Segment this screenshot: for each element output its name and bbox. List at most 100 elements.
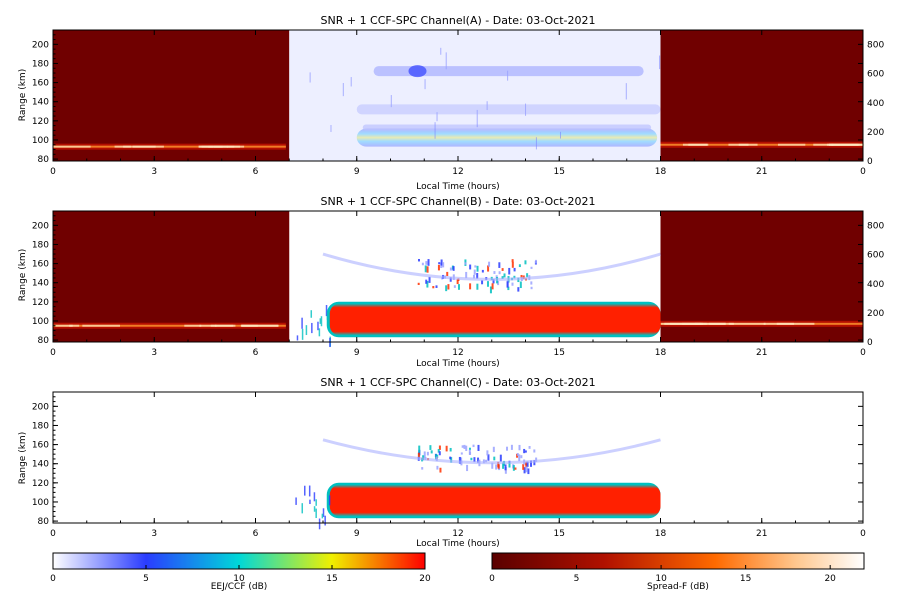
onset-clutter (311, 322, 313, 334)
echo-streak (525, 103, 527, 116)
plasma-patch-cell (425, 261, 428, 265)
echo-streak (424, 79, 426, 90)
colorbar-spread-f-label: Spread-F (dB) (647, 582, 709, 592)
diffuse-echo (289, 30, 661, 161)
plasma-patch-cell (472, 444, 475, 448)
plasma-patch-cell (460, 457, 463, 463)
plasma-patch-cell (533, 449, 536, 453)
night-echo-streak (738, 143, 758, 146)
x-tick-label: 15 (554, 529, 565, 539)
plasma-patch-cell (417, 258, 420, 262)
plasma-patch-cell (438, 451, 441, 456)
echo-streak (350, 77, 352, 87)
plasma-patch-cell (468, 447, 471, 450)
plasma-patch-cell (465, 271, 468, 279)
plasma-patch-cell (469, 283, 472, 290)
night-echo-streak (670, 322, 704, 325)
plasma-patch-cell (446, 271, 449, 277)
plasma-patch-cell (469, 264, 472, 270)
colorbar-tick-label: 10 (233, 574, 245, 584)
colorbar-tick-label: 20 (824, 574, 836, 584)
onset-clutter (310, 310, 313, 318)
plasma-patch-cell (427, 259, 430, 266)
plasma-patch-cell (449, 277, 452, 282)
plasma-patch-cell (491, 462, 494, 469)
echo-streak (535, 137, 537, 150)
plasma-patch-cell (511, 261, 514, 268)
plasma-patch-cell (525, 461, 528, 468)
onset-clutter (318, 328, 321, 337)
colorbar-tick-label: 15 (740, 574, 751, 584)
plasma-patch-cell (518, 454, 521, 462)
plasma-patch-cell (476, 273, 479, 279)
echo-streak (659, 55, 661, 70)
x-tick-label: 6 (253, 167, 259, 177)
plasma-patch-cell (491, 283, 494, 290)
y-tick-label: 80 (38, 155, 50, 165)
y-tick-label: 180 (32, 421, 49, 431)
colorbar-tick-label: 0 (489, 574, 495, 584)
night-echo-core (53, 145, 286, 148)
colorbar-tick-label: 5 (143, 574, 149, 584)
plasma-patch-cell (417, 282, 420, 286)
x-tick-label: 21 (756, 167, 767, 177)
plasma-patch-cell (424, 265, 427, 273)
night-echo-streak (776, 322, 815, 325)
onset-clutter (304, 485, 306, 496)
plasma-patch-cell (488, 261, 491, 267)
plasma-patch-cell (449, 456, 452, 460)
plasma-patch-cell (449, 267, 452, 271)
plasma-patch-cell (518, 444, 521, 451)
plasma-patch-cell (438, 262, 441, 265)
x-tick-label: 3 (151, 167, 157, 177)
plasma-patch-cell (492, 279, 495, 284)
night-echo-streak (763, 322, 795, 325)
plasma-patch-cell (418, 445, 421, 453)
upper-echo-band (373, 66, 644, 77)
echo-streak (434, 122, 436, 139)
onset-clutter (315, 499, 317, 506)
ylabel-channel-b: Range (km) (18, 249, 28, 301)
panel-channel-b: 0 3 6 9 12 15 18 21 0801001201401601802000200400… (32, 210, 884, 358)
plasma-patch-cell (499, 454, 502, 462)
echo-blob (408, 65, 427, 78)
plasma-patch-cell (437, 264, 440, 271)
plasma-patch-cell (463, 444, 466, 449)
x-tick-label: 0 (860, 167, 866, 177)
echo-arc (322, 438, 661, 465)
plasma-patch-cell (508, 462, 511, 468)
plasma-patch-cell (466, 464, 469, 472)
onset-clutter (325, 305, 328, 317)
y-tick-label: 100 (32, 317, 49, 327)
night-echo-streak (184, 324, 202, 327)
night-echo-streak (698, 322, 726, 325)
y-tick-label: 200 (32, 221, 49, 231)
plasma-patch-cell (426, 266, 429, 273)
plasma-patch-cell (432, 286, 435, 289)
onset-clutter (301, 317, 303, 329)
onset-clutter (305, 325, 308, 336)
x-tick-label: 0 (860, 529, 866, 539)
panel-channel-a: 0 3 6 9 12 15 18 21 0801001201401601802000200400… (32, 29, 884, 177)
echo-streak (559, 131, 561, 139)
onset-clutter (324, 515, 326, 526)
plasma-patch-cell (506, 281, 509, 288)
x-tick-label: 3 (151, 348, 157, 358)
x-tick-label: 12 (452, 348, 463, 358)
echo-streak (476, 109, 478, 128)
plasma-patch-cell (481, 280, 484, 285)
night-echo-streak (210, 324, 236, 327)
ylabel-channel-c: Range (km) (18, 432, 28, 484)
colorbar-tick-label: 10 (655, 574, 667, 584)
y-tick-label: 140 (32, 279, 49, 289)
echo-streak (445, 52, 447, 70)
x-tick-label: 12 (452, 167, 463, 177)
plasma-patch-cell (436, 454, 439, 459)
xlabel-channel-c: Local Time (hours) (416, 539, 499, 549)
right-tick-label: 800 (867, 41, 884, 51)
onset-clutter (319, 318, 322, 324)
plasma-patch-cell (456, 279, 459, 285)
plasma-patch-cell (423, 451, 426, 458)
xlabel-channel-b: Local Time (hours) (416, 359, 499, 369)
